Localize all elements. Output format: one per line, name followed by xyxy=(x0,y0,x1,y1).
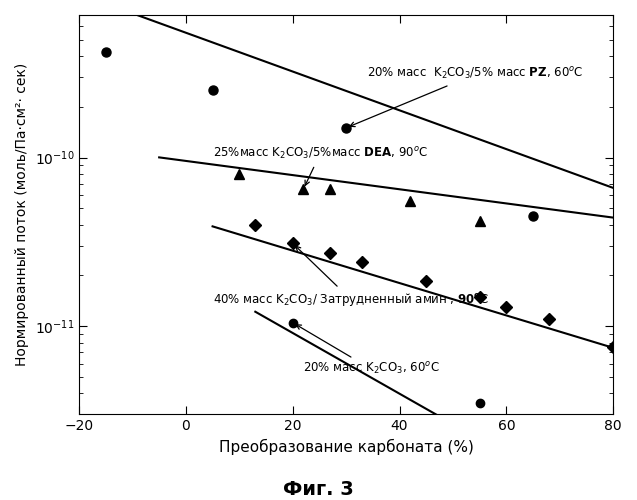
X-axis label: Преобразование карбоната (%): Преобразование карбоната (%) xyxy=(218,439,473,455)
Text: 25%масс K$_2$CO$_3$/5%масс $\bf{DEA}$, 90$^o$C: 25%масс K$_2$CO$_3$/5%масс $\bf{DEA}$, 9… xyxy=(213,146,427,186)
Text: 40% масс K$_2$CO$_3$/ Затрудненный амин , $\bf{90^o}$C: 40% масс K$_2$CO$_3$/ Затрудненный амин … xyxy=(213,246,489,308)
Text: 20% масс K$_2$CO$_3$, 60$^o$C: 20% масс K$_2$CO$_3$, 60$^o$C xyxy=(296,325,440,378)
Text: Фиг. 3: Фиг. 3 xyxy=(283,480,354,499)
Y-axis label: Нормированный поток (моль/Па·см²· сек): Нормированный поток (моль/Па·см²· сек) xyxy=(15,63,29,366)
Text: 20% масс  K$_2$CO$_3$/5% масс $\bf{PZ}$, 60$^o$C: 20% масс K$_2$CO$_3$/5% масс $\bf{PZ}$, … xyxy=(350,66,584,126)
